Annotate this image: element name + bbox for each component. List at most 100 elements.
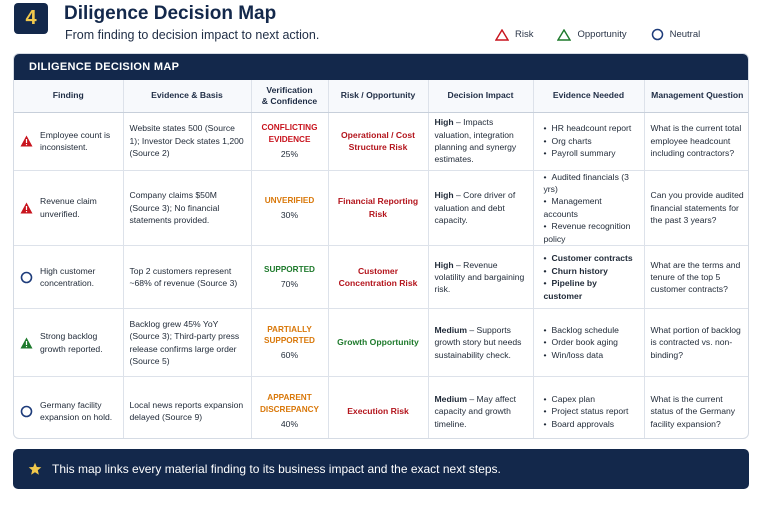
verification-status: SUPPORTED xyxy=(264,265,315,275)
table-header-row: Finding Evidence & Basis Verification & … xyxy=(14,80,748,113)
impact-text: – Core driver of valuation and debt capa… xyxy=(434,190,516,226)
step-number-badge: 4 xyxy=(14,3,48,34)
legend-label-opportunity: Opportunity xyxy=(577,29,627,40)
evidence-cell: Company claims $50M (Source 3); No finan… xyxy=(123,170,252,247)
verification-cell: PARTIALLY SUPPORTED 60% xyxy=(251,308,329,378)
list-item: Project status report xyxy=(544,405,638,417)
finding-cell: Strong backlog growth reported. xyxy=(14,308,124,378)
verification-cell: CONFLICTING EVIDENCE 25% xyxy=(251,112,329,171)
confidence-value: 70% xyxy=(280,278,299,289)
list-item: Payroll summary xyxy=(544,147,638,159)
header-risk-opportunity: Risk / Opportunity xyxy=(328,80,429,113)
risk-triangle-icon xyxy=(20,202,33,214)
header-evidence: Evidence & Basis xyxy=(123,80,252,113)
opportunity-triangle-icon xyxy=(20,337,33,349)
verification-status: APPARENT DISCREPANCY xyxy=(260,393,319,415)
management-question-cell: Can you provide audited financial statem… xyxy=(644,170,748,247)
header-management-question: Management Question xyxy=(644,80,748,113)
finding-text: Germany facility expansion on hold. xyxy=(40,400,113,423)
evidence-cell: Website states 500 (Source 1); Investor … xyxy=(123,112,252,171)
risk-opportunity-cell: Growth Opportunity xyxy=(328,308,429,378)
header-evidence-needed: Evidence Needed xyxy=(533,80,645,113)
list-item: HR headcount report xyxy=(544,122,638,134)
decision-impact-cell: Medium – May affect capacity and growth … xyxy=(428,376,534,438)
header-verification-line1: Verification xyxy=(266,85,313,96)
evidence-needed-cell: Audited financials (3 yrs) Management ac… xyxy=(533,170,645,247)
list-item: Pipeline by customer xyxy=(544,277,638,302)
confidence-value: 60% xyxy=(280,350,299,361)
finding-text: Employee count is inconsistent. xyxy=(40,129,111,152)
table-row: High customer concentration. Top 2 custo… xyxy=(14,245,748,310)
finding-text: Strong backlog growth reported. xyxy=(40,331,103,354)
card-header: DILIGENCE DECISION MAP xyxy=(14,54,748,80)
footer-text: This map links every material finding to… xyxy=(52,462,501,476)
star-icon xyxy=(28,462,42,475)
header-verification: Verification & Confidence xyxy=(251,80,329,113)
list-item: Board approvals xyxy=(544,418,638,430)
confidence-value: 40% xyxy=(280,419,299,430)
decision-impact-cell: High – Core driver of valuation and debt… xyxy=(428,170,534,247)
list-item: Churn history xyxy=(544,265,638,277)
legend-item-risk: Risk xyxy=(495,28,534,41)
list-item: Order book aging xyxy=(544,336,638,348)
neutral-circle-icon xyxy=(20,271,33,284)
confidence-value: 30% xyxy=(280,209,299,220)
verification-status: UNVERIFIED xyxy=(264,195,315,205)
decision-map-table: Finding Evidence & Basis Verification & … xyxy=(14,80,748,438)
verification-status: CONFLICTING EVIDENCE xyxy=(261,122,318,144)
list-item: Customer contracts xyxy=(544,252,638,264)
decision-impact-cell: Medium – Supports growth story but needs… xyxy=(428,308,534,378)
table-row: Revenue claim unverified. Company claims… xyxy=(14,170,748,247)
risk-opportunity-cell: Financial Reporting Risk xyxy=(328,170,429,247)
risk-opportunity-cell: Operational / Cost Structure Risk xyxy=(328,112,429,171)
finding-text: Revenue claim unverified. xyxy=(40,196,97,219)
evidence-cell: Top 2 customers represent ~68% of revenu… xyxy=(123,245,252,310)
evidence-needed-cell: HR headcount report Org charts Payroll s… xyxy=(533,112,645,171)
impact-level: High xyxy=(434,117,454,128)
impact-level: High xyxy=(434,190,454,201)
management-question-cell: What is the current total employee headc… xyxy=(644,112,748,171)
evidence-needed-cell: Capex plan Project status report Board a… xyxy=(533,376,645,438)
legend-item-opportunity: Opportunity xyxy=(557,28,627,41)
evidence-needed-cell: Backlog schedule Order book aging Win/lo… xyxy=(533,308,645,378)
legend-label-risk: Risk xyxy=(515,29,534,40)
decision-impact-cell: High – Revenue volatility and bargaining… xyxy=(428,245,534,310)
verification-cell: SUPPORTED 70% xyxy=(251,245,329,310)
finding-cell: High customer concentration. xyxy=(14,245,124,310)
decision-impact-cell: High – Impacts valuation, integration pl… xyxy=(428,112,534,171)
evidence-needed-cell: Customer contracts Churn history Pipelin… xyxy=(533,245,645,310)
verification-status: PARTIALLY SUPPORTED xyxy=(264,324,315,346)
page-subtitle: From finding to decision impact to next … xyxy=(65,28,320,42)
header-decision-impact: Decision Impact xyxy=(428,80,534,113)
verification-cell: UNVERIFIED 30% xyxy=(251,170,329,247)
neutral-circle-icon xyxy=(651,28,663,41)
risk-opportunity-cell: Customer Concentration Risk xyxy=(328,245,429,310)
page-title: Diligence Decision Map xyxy=(64,3,277,24)
finding-text: High customer concentration. xyxy=(40,265,96,289)
list-item: Org charts xyxy=(544,135,638,147)
opportunity-triangle-icon xyxy=(557,28,572,41)
list-item: Win/loss data xyxy=(544,349,638,361)
list-item: Management accounts xyxy=(544,195,638,220)
verification-cell: APPARENT DISCREPANCY 40% xyxy=(251,376,329,438)
evidence-cell: Local news reports expansion delayed (So… xyxy=(123,376,252,438)
finding-cell: Germany facility expansion on hold. xyxy=(14,376,124,438)
impact-text: – May affect capacity and growth timelin… xyxy=(434,393,517,429)
list-item: Audited financials (3 yrs) xyxy=(544,171,638,196)
finding-cell: Employee count is inconsistent. xyxy=(14,112,124,171)
management-question-cell: What portion of backlog is contracted vs… xyxy=(644,308,748,378)
impact-level: Medium xyxy=(434,325,467,336)
impact-level: Medium xyxy=(434,393,467,404)
management-question-cell: What are the terms and tenure of the top… xyxy=(644,245,748,310)
legend-label-neutral: Neutral xyxy=(669,29,701,40)
risk-opportunity-cell: Execution Risk xyxy=(328,376,429,438)
impact-level: High xyxy=(434,259,454,270)
list-item: Backlog schedule xyxy=(544,324,638,336)
list-item: Capex plan xyxy=(544,393,638,405)
confidence-value: 25% xyxy=(280,148,299,159)
legend: Risk Opportunity Neutral xyxy=(495,28,700,41)
legend-item-neutral: Neutral xyxy=(651,28,701,41)
impact-text: – Supports growth story but needs sustai… xyxy=(434,325,522,360)
list-item: Revenue recognition policy xyxy=(544,220,638,245)
table-row: Strong backlog growth reported. Backlog … xyxy=(14,308,748,378)
